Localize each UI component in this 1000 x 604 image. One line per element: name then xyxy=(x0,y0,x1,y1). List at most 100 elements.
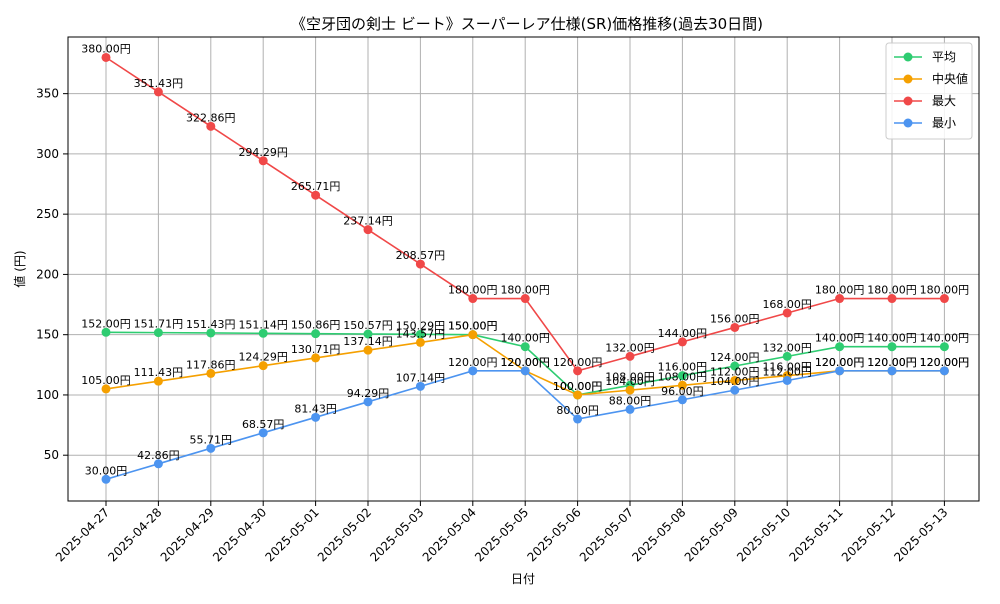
data-point xyxy=(415,329,425,339)
data-label: 124.00円 xyxy=(710,351,760,364)
data-label: 143.57円 xyxy=(396,327,446,340)
data-label: 132.00円 xyxy=(762,341,812,354)
data-label: 105.00円 xyxy=(81,374,131,387)
data-label: 180.00円 xyxy=(500,284,550,297)
data-point xyxy=(206,121,216,131)
y-tick-label: 100 xyxy=(36,388,59,402)
data-point xyxy=(939,294,949,304)
data-label: 144.00円 xyxy=(658,327,708,340)
legend-label: 平均 xyxy=(932,50,956,64)
data-point xyxy=(363,329,373,339)
data-point xyxy=(415,259,425,269)
data-point xyxy=(573,366,583,376)
data-point xyxy=(415,381,425,391)
x-axis-label: 日付 xyxy=(511,572,535,586)
data-point xyxy=(520,294,530,304)
data-point xyxy=(258,361,268,371)
data-label: 104.00円 xyxy=(710,375,760,388)
data-label: 111.43円 xyxy=(134,366,184,379)
data-label: 152.00円 xyxy=(81,317,131,330)
data-point xyxy=(520,342,530,352)
x-tick-label: 2025-04-30 xyxy=(210,505,269,564)
data-point xyxy=(101,474,111,484)
data-point xyxy=(363,397,373,407)
data-label: 81.43円 xyxy=(294,402,337,415)
data-label: 132.00円 xyxy=(605,341,655,354)
data-label: 140.00円 xyxy=(500,332,550,345)
data-point xyxy=(677,395,687,405)
data-label: 151.43円 xyxy=(186,318,236,331)
data-point xyxy=(311,329,321,339)
data-point xyxy=(782,351,792,361)
x-tick-label: 2025-05-03 xyxy=(367,505,426,564)
data-label: 120.00円 xyxy=(500,356,550,369)
data-label: 108.00円 xyxy=(658,370,708,383)
data-label: 156.00円 xyxy=(710,312,760,325)
data-point xyxy=(415,337,425,347)
data-label: 140.00円 xyxy=(815,332,865,345)
x-tick-label: 2025-05-11 xyxy=(787,505,846,564)
data-point xyxy=(258,428,268,438)
data-point xyxy=(939,366,949,376)
data-label: 55.71円 xyxy=(190,433,233,446)
data-label: 180.00円 xyxy=(867,284,917,297)
data-point xyxy=(206,368,216,378)
data-label: 180.00円 xyxy=(920,284,970,297)
data-label: 120.00円 xyxy=(920,356,970,369)
data-label: 120.00円 xyxy=(553,356,603,369)
data-label: 150.00円 xyxy=(448,320,498,333)
data-point xyxy=(835,294,845,304)
x-tick-label: 2025-05-12 xyxy=(839,505,898,564)
data-label: 265.71円 xyxy=(291,180,341,193)
data-label: 168.00円 xyxy=(762,298,812,311)
data-label: 30.00円 xyxy=(85,464,128,477)
x-tick-label: 2025-04-28 xyxy=(105,505,164,564)
data-label: 151.14円 xyxy=(238,318,288,331)
data-label: 120.00円 xyxy=(815,356,865,369)
y-tick-label: 50 xyxy=(44,448,59,462)
data-label: 120.00円 xyxy=(867,356,917,369)
data-point xyxy=(677,371,687,381)
data-point xyxy=(101,327,111,337)
data-label: 150.00円 xyxy=(448,320,498,333)
x-tick-label: 2025-05-09 xyxy=(682,505,741,564)
data-label: 237.14円 xyxy=(343,215,393,228)
x-tick-label: 2025-05-01 xyxy=(263,505,322,564)
legend-label: 最大 xyxy=(932,94,956,108)
legend-swatch-marker xyxy=(903,96,913,106)
data-label: 150.86円 xyxy=(291,319,341,332)
data-label: 94.29円 xyxy=(347,387,390,400)
x-tick-label: 2025-04-27 xyxy=(53,505,112,564)
data-point xyxy=(363,345,373,355)
data-point xyxy=(835,342,845,352)
data-label: 100.00円 xyxy=(553,380,603,393)
x-tick-label: 2025-05-06 xyxy=(525,505,584,564)
data-point xyxy=(782,308,792,318)
data-point xyxy=(625,404,635,414)
x-tick-label: 2025-05-13 xyxy=(891,505,950,564)
data-label: 140.00円 xyxy=(920,332,970,345)
data-point xyxy=(730,361,740,371)
legend-box xyxy=(885,42,973,140)
data-label: 80.00円 xyxy=(556,404,599,417)
data-point xyxy=(625,385,635,395)
x-tick-label: 2025-05-02 xyxy=(315,505,374,564)
data-label: 208.57円 xyxy=(396,249,446,262)
data-point xyxy=(468,330,478,340)
y-tick-label: 200 xyxy=(36,267,59,281)
data-point xyxy=(730,322,740,332)
data-point xyxy=(363,225,373,235)
data-label: 112.00円 xyxy=(710,365,760,378)
data-label: 112.00円 xyxy=(762,365,812,378)
data-point xyxy=(887,294,897,304)
data-point xyxy=(258,156,268,166)
y-tick-label: 350 xyxy=(36,87,59,101)
data-label: 120.00円 xyxy=(500,356,550,369)
series-layer xyxy=(101,52,949,484)
y-axis-label: 値 (円) xyxy=(12,250,27,287)
data-point xyxy=(153,87,163,97)
data-labels: 152.00円 151.71円 151.43円 151.14円 150.86円 150.5… xyxy=(81,42,969,477)
data-label: 120.00円 xyxy=(920,356,970,369)
